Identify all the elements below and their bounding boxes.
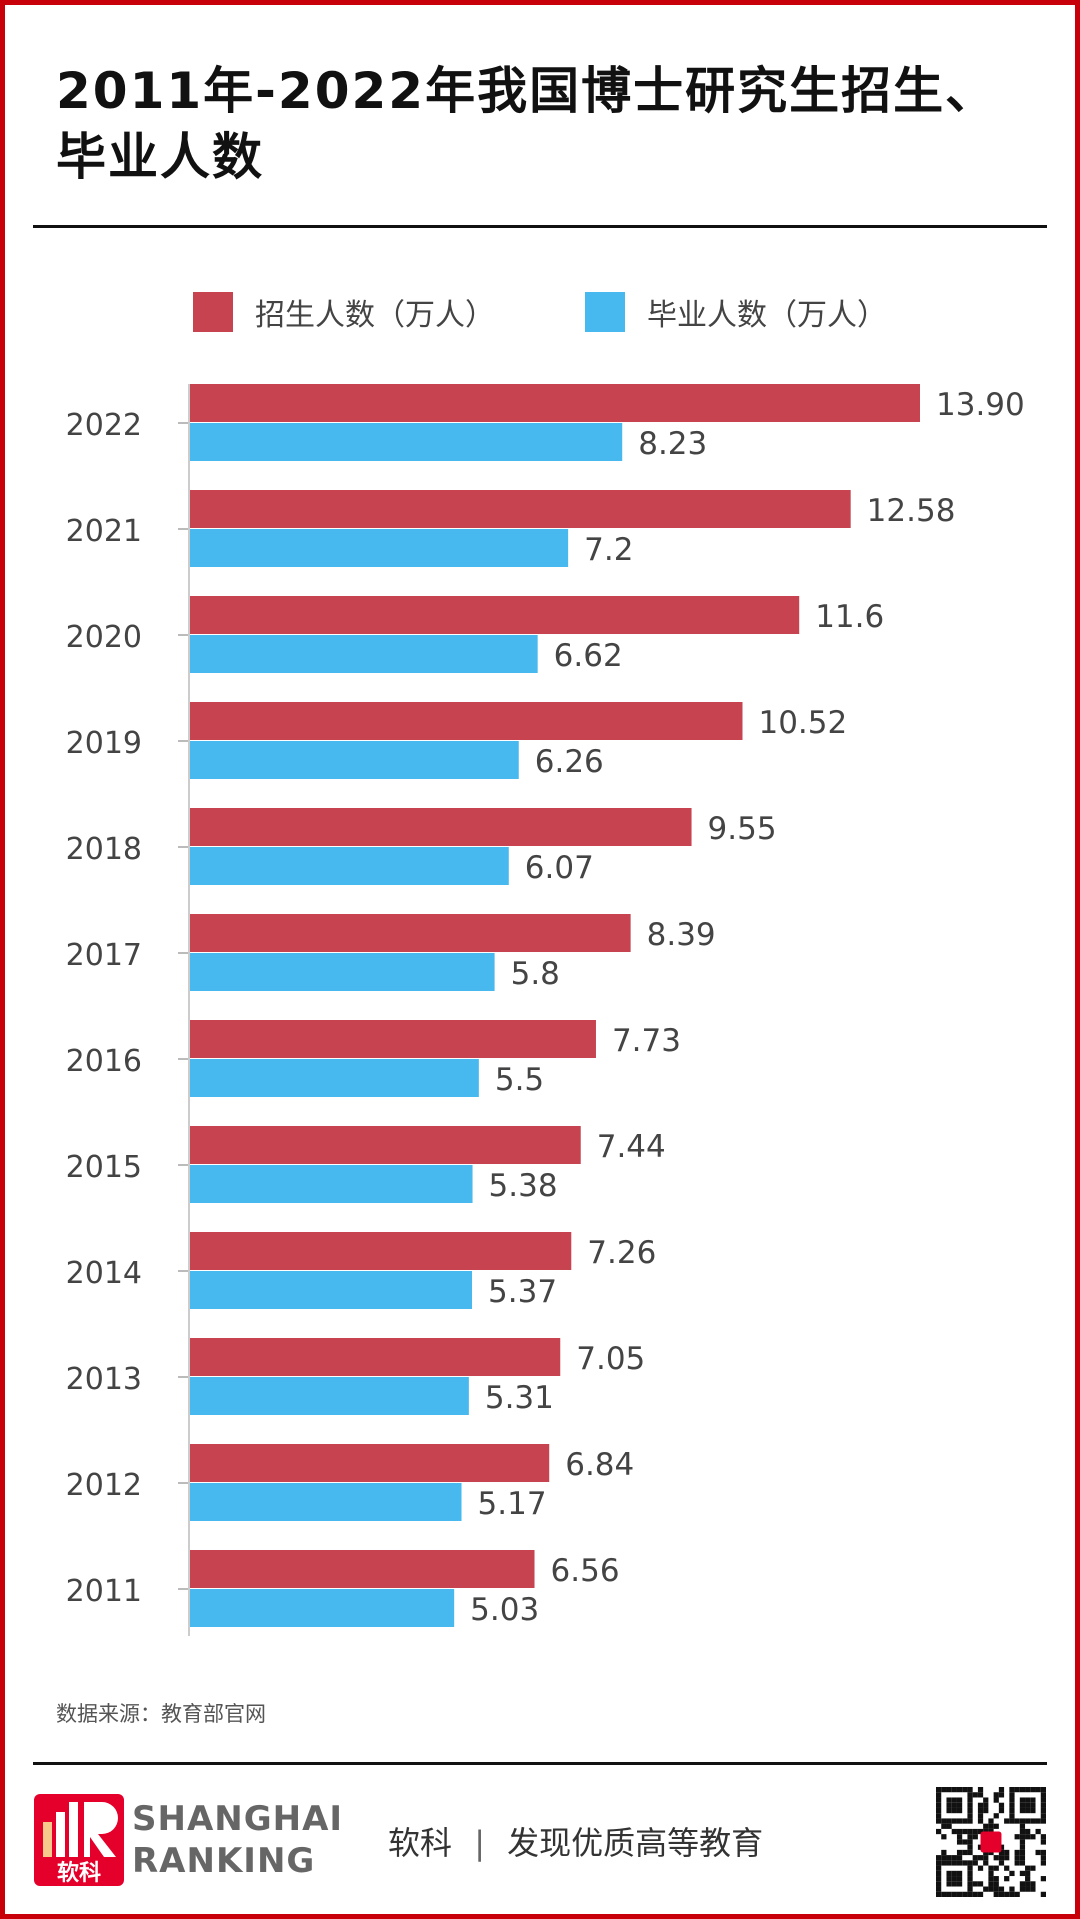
y-tick-label: 2014 (66, 1256, 142, 1291)
logo-bars-icon: 软科 (43, 1802, 118, 1886)
bar-graduate (190, 1483, 462, 1521)
y-tick-label: 2015 (66, 1150, 142, 1185)
y-tick-label: 2012 (66, 1468, 142, 1503)
bar-enroll (190, 1020, 596, 1058)
y-tick-label: 2013 (66, 1362, 142, 1397)
legend-swatch-graduate (585, 292, 625, 332)
svg-text:软科: 软科 (57, 1860, 101, 1886)
data-source: 数据来源：教育部官网 (56, 1702, 266, 1726)
legend-item-enroll: 招生人数（万人） (193, 290, 495, 334)
y-tick-label: 2017 (66, 938, 142, 973)
legend: 招生人数（万人） 毕业人数（万人） (0, 290, 1080, 334)
data-label: 7.05 (576, 1341, 645, 1377)
data-label: 5.03 (470, 1592, 539, 1628)
data-label: 5.8 (511, 956, 560, 992)
data-label: 8.39 (647, 917, 716, 953)
bar-enroll (190, 490, 851, 528)
brand-line2: RANKING (132, 1841, 316, 1881)
legend-label-graduate: 毕业人数（万人） (647, 298, 887, 333)
shanghairanking-logo: 软科 (34, 1794, 124, 1886)
title-divider (33, 225, 1047, 228)
bar-graduate (190, 1377, 469, 1415)
brand-line1: SHANGHAI (132, 1799, 344, 1839)
data-label: 13.90 (936, 387, 1025, 423)
data-label: 5.17 (478, 1486, 547, 1522)
bar-graduate (190, 1271, 473, 1309)
qr-code[interactable] (936, 1786, 1046, 1898)
bar-enroll (190, 596, 800, 634)
y-tick-label: 2020 (66, 620, 142, 655)
data-label: 6.26 (535, 744, 604, 780)
footer: 软科 SHANGHAI RANKING 软科 | 发现优质高等教育 (34, 1787, 1046, 1897)
page-title: 2011年-2022年我国博士研究生招生、毕业人数 (56, 62, 998, 186)
bar-graduate (190, 953, 495, 991)
bar-enroll (190, 702, 743, 740)
brand-name: SHANGHAI RANKING (132, 1798, 343, 1882)
bar-enroll (190, 1232, 572, 1270)
data-label: 5.38 (489, 1168, 558, 1204)
bar-graduate (190, 423, 623, 461)
slogan-right: 发现优质高等教育 (507, 1824, 764, 1862)
footer-divider (33, 1762, 1047, 1765)
bar-graduate (190, 1589, 455, 1627)
y-tick-label: 2021 (66, 514, 142, 549)
bar-graduate (190, 741, 519, 779)
bar-enroll (190, 1338, 561, 1376)
bar-graduate (190, 847, 509, 885)
legend-label-enroll: 招生人数（万人） (255, 298, 495, 333)
bar-enroll (190, 1126, 581, 1164)
bar-graduate (190, 1059, 479, 1097)
data-label: 6.07 (525, 850, 594, 886)
data-label: 6.84 (565, 1447, 634, 1483)
bar-enroll (190, 808, 692, 846)
data-label: 5.37 (488, 1274, 557, 1310)
y-tick-label: 2019 (66, 726, 142, 761)
data-label: 12.58 (867, 493, 956, 529)
bar-enroll (190, 384, 920, 422)
data-label: 5.31 (485, 1380, 554, 1416)
y-tick-label: 2016 (66, 1044, 142, 1079)
slogan: 软科 | 发现优质高等教育 (388, 1824, 764, 1862)
y-tick-label: 2022 (66, 408, 142, 443)
data-label: 7.73 (612, 1023, 681, 1059)
bar-enroll (190, 1550, 535, 1588)
data-label: 7.26 (587, 1235, 656, 1271)
data-label: 5.5 (495, 1062, 544, 1098)
y-tick-label: 2018 (66, 832, 142, 867)
bar-graduate (190, 1165, 473, 1203)
data-label: 11.6 (815, 599, 884, 635)
y-tick-label: 2011 (66, 1574, 142, 1609)
bar-chart: 13.90 8.23 2022 12.58 7.2 2021 11.6 6.62 2020 10.… (66, 384, 1025, 1636)
legend-swatch-enroll (193, 292, 233, 332)
slogan-left: 软科 (388, 1824, 453, 1862)
bar-enroll (190, 1444, 550, 1482)
data-label: 8.23 (638, 426, 707, 462)
bar-enroll (190, 914, 631, 952)
data-label: 6.56 (551, 1553, 620, 1589)
legend-item-graduate: 毕业人数（万人） (585, 290, 887, 334)
data-label: 9.55 (708, 811, 777, 847)
data-label: 7.2 (584, 532, 633, 568)
data-label: 6.62 (554, 638, 623, 674)
bar-graduate (190, 635, 538, 673)
data-label: 10.52 (758, 705, 847, 741)
data-label: 7.44 (597, 1129, 666, 1165)
bar-graduate (190, 529, 569, 567)
